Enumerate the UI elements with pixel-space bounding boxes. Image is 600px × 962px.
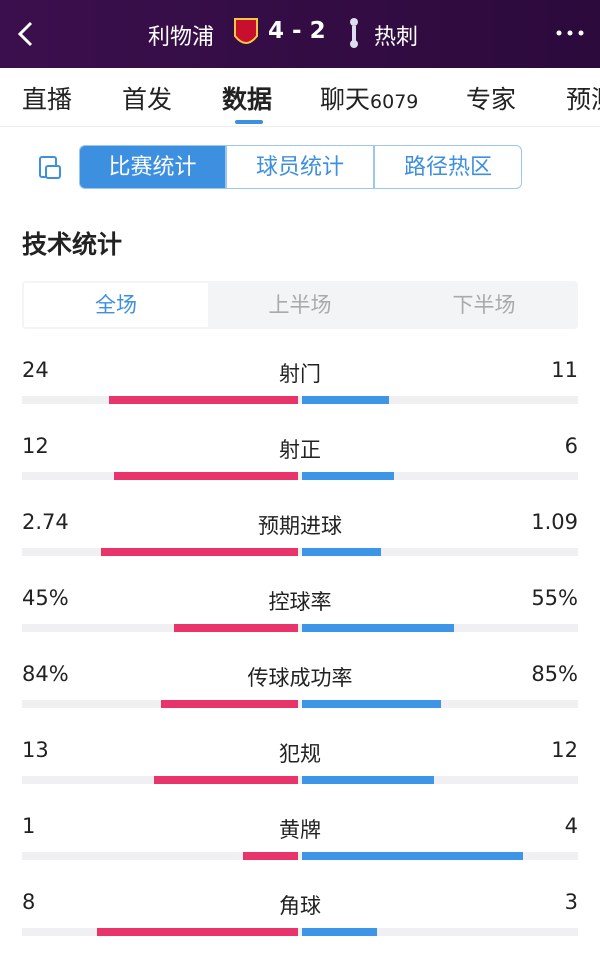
left-bar — [173, 624, 298, 632]
left-bar — [242, 852, 298, 860]
stat-name: 射正 — [279, 438, 321, 462]
right-bar — [302, 776, 435, 784]
period[interactable]: 上半场 — [268, 293, 332, 317]
stat-name: 黄牌 — [279, 818, 321, 842]
bar-track — [22, 852, 578, 860]
score: 4 - 2 — [268, 18, 326, 44]
away-logo — [350, 18, 358, 48]
left-bar — [160, 700, 298, 708]
period-switch: 全场 上半场 下半场 — [22, 281, 578, 329]
chat-count: 6079 — [370, 91, 419, 113]
bar-track — [22, 776, 578, 784]
left-value: 13 — [22, 738, 49, 762]
left-value: 2.74 — [22, 510, 69, 534]
right-bar — [302, 928, 378, 936]
tab[interactable]: 直播 — [22, 85, 73, 114]
right-value: 55% — [531, 586, 578, 610]
stat-name: 控球率 — [268, 590, 332, 614]
bar-track — [22, 548, 578, 556]
right-value: 6 — [564, 434, 578, 458]
bar-track — [22, 928, 578, 936]
stat-name: 犯规 — [279, 742, 321, 766]
section-title: 技术统计 — [22, 230, 123, 259]
segment[interactable]: 球员统计 — [226, 145, 374, 189]
tab[interactable]: 专家 — [466, 85, 517, 114]
left-value: 84% — [22, 662, 69, 686]
left-bar — [154, 776, 298, 784]
tab[interactable]: 首发 — [122, 85, 173, 114]
left-value: 1 — [22, 814, 36, 838]
left-bar — [108, 396, 298, 404]
right-bar — [302, 624, 454, 632]
stat-name: 传球成功率 — [247, 666, 353, 690]
period[interactable]: 下半场 — [452, 293, 516, 317]
tab-indicator — [235, 120, 263, 124]
right-value: 12 — [551, 738, 578, 762]
away-team: 热刺 — [374, 25, 419, 50]
stat-name: 角球 — [279, 894, 321, 918]
left-bar — [114, 472, 298, 480]
segment[interactable]: 路径热区 — [374, 145, 522, 189]
back-button[interactable] — [14, 20, 38, 48]
bar-track — [22, 700, 578, 708]
right-value: 1.09 — [531, 510, 578, 534]
period-active[interactable]: 全场 — [24, 283, 208, 327]
right-bar — [302, 548, 381, 556]
home-logo — [234, 18, 258, 44]
header: 利物浦 4 - 2 热刺 — [0, 0, 600, 68]
tab-bar: 直播 首发 数据 聊天6079 专家 预测 — [0, 68, 600, 127]
left-value: 45% — [22, 586, 69, 610]
right-value: 11 — [551, 358, 578, 382]
home-team: 利物浦 — [148, 25, 215, 50]
bar-track — [22, 624, 578, 632]
right-value: 85% — [531, 662, 578, 686]
left-value: 12 — [22, 434, 49, 458]
right-bar — [302, 852, 523, 860]
stat-name: 射门 — [279, 362, 321, 386]
right-bar — [302, 700, 441, 708]
bar-track — [22, 396, 578, 404]
tab[interactable]: 预测 — [566, 85, 600, 114]
right-value: 3 — [564, 890, 578, 914]
left-bar — [100, 548, 298, 556]
tab[interactable]: 聊天6079 — [320, 80, 418, 116]
bar-track — [22, 472, 578, 480]
right-value: 4 — [564, 814, 578, 838]
left-value: 24 — [22, 358, 49, 382]
tab-active[interactable]: 数据 — [222, 85, 273, 114]
stat-name: 预期进球 — [258, 514, 342, 538]
tab-label: 聊天 — [320, 85, 371, 114]
right-bar — [302, 472, 394, 480]
left-bar — [97, 928, 298, 936]
segment-active[interactable]: 比赛统计 — [79, 145, 226, 189]
more-button[interactable] — [555, 28, 587, 38]
share-icon[interactable] — [36, 154, 64, 182]
left-value: 8 — [22, 890, 36, 914]
right-bar — [302, 396, 389, 404]
